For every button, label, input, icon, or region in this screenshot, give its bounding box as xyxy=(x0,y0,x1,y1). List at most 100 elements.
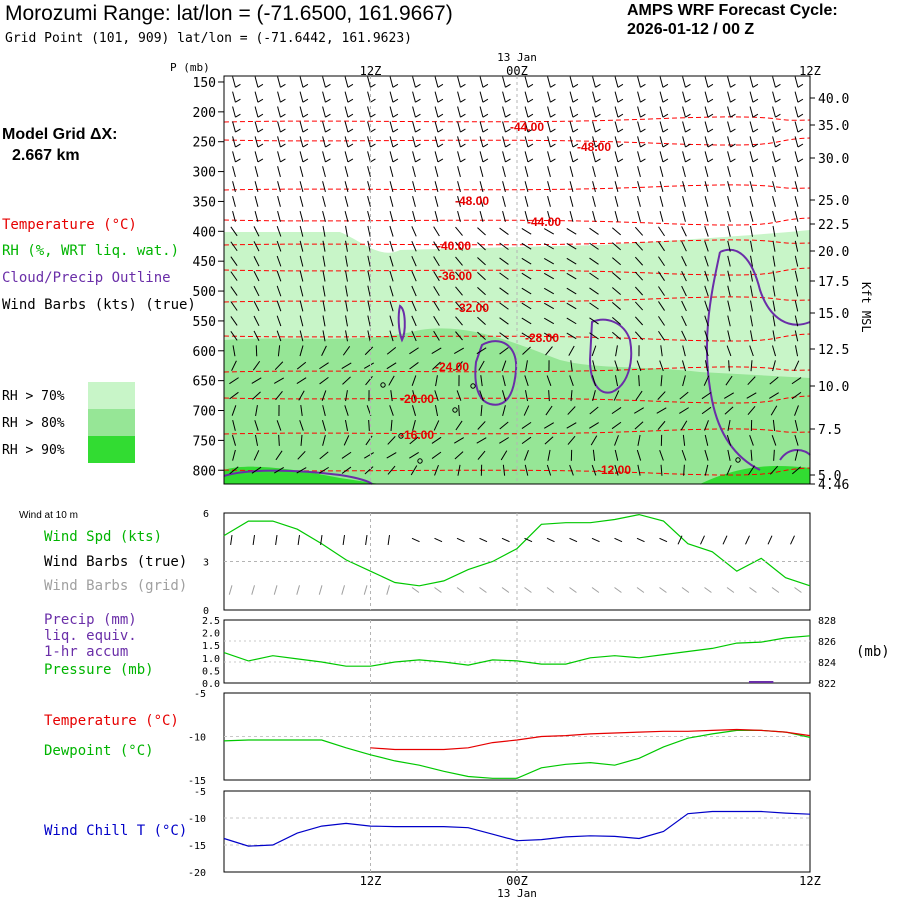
wind-barb xyxy=(389,181,394,192)
wind-barb xyxy=(704,285,709,297)
wind-barb xyxy=(589,302,599,310)
legend-rh: RH (%, WRT liq. wat.) xyxy=(2,243,180,259)
wind-barb xyxy=(611,242,622,251)
wind-barb xyxy=(727,285,731,297)
wind-barb xyxy=(704,136,709,148)
wind-barb xyxy=(547,166,551,178)
wind-barb-true xyxy=(411,537,420,543)
wind-barb xyxy=(434,210,439,222)
wind-barb xyxy=(434,181,439,192)
wind-barb xyxy=(344,166,349,178)
wind-barb xyxy=(566,317,577,325)
wind-barb xyxy=(566,332,577,340)
wind-barb xyxy=(232,166,236,178)
wind-barb xyxy=(389,196,394,207)
wind-barb xyxy=(658,256,665,267)
pressure-tick-label: 250 xyxy=(193,136,216,151)
wind-barb xyxy=(502,91,506,103)
isotherm-label: -44.00 xyxy=(527,215,561,229)
wind-barb-grid xyxy=(479,587,487,593)
wind-barb xyxy=(299,285,304,297)
wind-barb xyxy=(387,465,396,475)
isotherm-line xyxy=(223,137,811,146)
wind-barb xyxy=(300,434,303,446)
wind-barb xyxy=(479,136,484,148)
wind-barb xyxy=(501,390,507,402)
wind-barb xyxy=(701,392,712,400)
wind-barb xyxy=(567,435,576,445)
wind-barb xyxy=(363,362,375,369)
wind-barb-flag xyxy=(437,113,444,118)
wind-barb xyxy=(412,106,416,118)
wind-barb xyxy=(411,300,417,312)
wind-barb xyxy=(299,240,304,252)
wind-tick-label: 6 xyxy=(203,509,209,520)
wind-barb xyxy=(274,361,284,371)
wind-barb-flag xyxy=(415,158,421,163)
cloud-outline xyxy=(474,340,518,406)
wind-barb xyxy=(254,91,259,103)
wind-barb xyxy=(412,166,416,178)
wind-barb xyxy=(746,392,757,399)
wind-barb xyxy=(548,390,550,402)
wind-barb xyxy=(611,421,622,430)
wind-barb xyxy=(276,315,282,327)
wind-barb-flag xyxy=(595,128,601,133)
wind-barb-flag xyxy=(527,143,534,148)
wind-barb xyxy=(590,435,598,446)
wind-barb xyxy=(749,136,754,148)
wind-barb xyxy=(660,464,663,476)
wind-barb xyxy=(521,302,532,310)
wind-barb xyxy=(794,330,799,342)
isotherm-labels: -44.00 -48.00 -48.00 -44.00 -40.00 -36.00 -32.… xyxy=(400,120,631,477)
date-label-bottom: 13 Jan xyxy=(497,887,537,900)
wind-barb xyxy=(592,76,596,88)
wind-barb xyxy=(547,210,551,222)
wind-barb xyxy=(592,390,596,402)
wind-barb xyxy=(769,376,779,385)
wind-barb-flag xyxy=(392,83,399,88)
wind-barb xyxy=(434,91,439,103)
wind-barb xyxy=(229,466,239,475)
wind-barb xyxy=(457,166,461,178)
height-axis-label: Kft MSL xyxy=(859,282,873,333)
wind-barb xyxy=(344,106,349,118)
model-grid-value: 2.667 km xyxy=(12,147,80,164)
wind-barb xyxy=(344,405,349,416)
wind-barb xyxy=(344,181,349,192)
wind-barb-flag xyxy=(662,98,669,103)
wind-barb-flag xyxy=(685,83,691,88)
wind-barb-flag xyxy=(302,128,309,133)
wind-barb-flag xyxy=(437,143,444,148)
wind-barb xyxy=(726,465,732,476)
wind-barb-flag xyxy=(752,98,759,103)
wind-barb-flag xyxy=(572,143,579,148)
wind-barb xyxy=(679,391,689,400)
wind-barb xyxy=(522,346,531,355)
isotherm-label: -24.00 xyxy=(435,360,469,374)
wind-barb xyxy=(547,91,551,103)
wind-barb xyxy=(637,196,641,207)
wind-barb xyxy=(749,76,754,88)
wind-barb xyxy=(704,225,709,237)
height-tick-label: 20.0 xyxy=(818,245,849,260)
wind-barb-flag xyxy=(437,128,444,133)
wind-barb xyxy=(547,449,551,461)
wind-barb xyxy=(569,136,574,148)
precip-tick-label: 1.0 xyxy=(202,654,220,665)
isotherm-label: -44.00 xyxy=(510,120,544,134)
wind-barb xyxy=(794,285,799,297)
wind-barb-grid xyxy=(524,587,532,593)
wind-barb xyxy=(637,210,641,222)
wind-barb xyxy=(479,196,484,207)
wind-barb xyxy=(635,390,643,401)
wind-barb-flag xyxy=(640,98,646,103)
wind-barb xyxy=(704,76,709,88)
wind-barb-flag xyxy=(707,83,714,88)
wind-barb xyxy=(794,434,799,446)
wind-barb xyxy=(769,392,779,399)
wind-barb xyxy=(727,330,731,342)
wind-barb xyxy=(252,360,261,371)
pressure-unit: (mb) xyxy=(856,644,890,660)
wind-barb xyxy=(230,256,238,266)
